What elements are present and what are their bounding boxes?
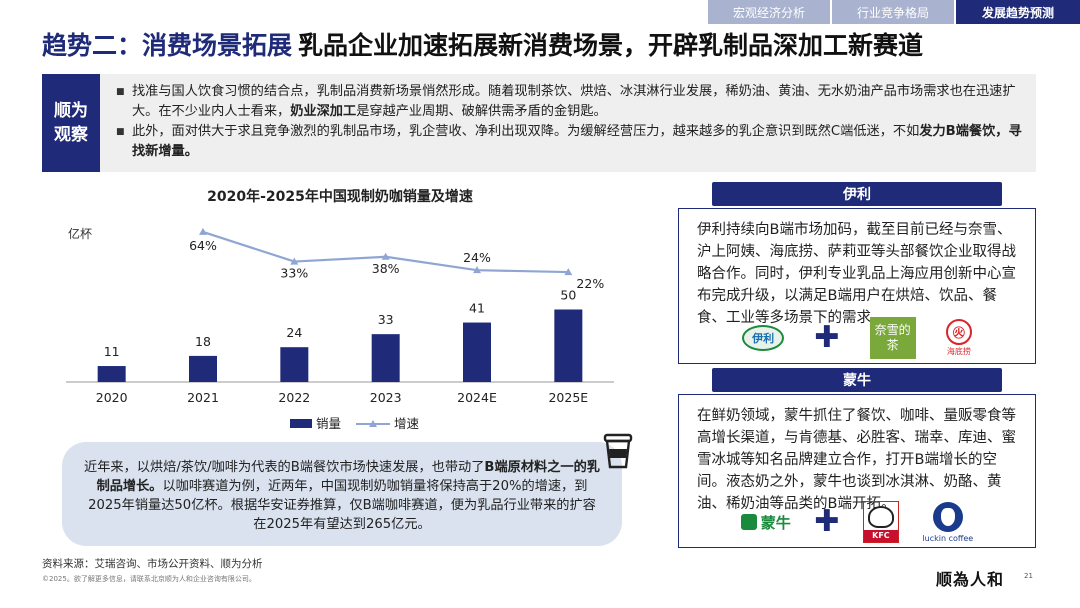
tab-industry-competition[interactable]: 行业竞争格局 bbox=[832, 0, 954, 24]
luckin-deer-icon bbox=[932, 501, 963, 532]
growth-label-2023: 38% bbox=[372, 261, 400, 276]
mengniu-card: 在鲜奶领域，蒙牛抓住了餐饮、咖啡、量贩零食等高增长渠道，与肯德基、必胜客、瑞幸、… bbox=[678, 394, 1036, 548]
chart-title: 2020年-2025年中国现制奶咖销量及增速 bbox=[207, 189, 473, 205]
kfc-name: KFC bbox=[863, 530, 898, 542]
haidilao-mark-icon: ㊋ bbox=[945, 319, 972, 345]
observation-box: 顺为观察 找准与国人饮食习惯的结合点，乳制品消费新场景悄然形成。随着现制茶饮、烘… bbox=[42, 74, 1036, 172]
mengniu-mark-icon bbox=[740, 514, 757, 530]
y-axis-label: 亿杯 bbox=[68, 226, 92, 241]
mengniu-partner-logos: 蒙牛 ✚ KFC luckin coffee bbox=[679, 501, 1035, 543]
legend-marker-growth bbox=[369, 420, 377, 427]
legend-swatch-sales bbox=[290, 419, 312, 428]
tab-development-trend[interactable]: 发展趋势预测 bbox=[956, 0, 1080, 24]
obs-p2-bold: 发力B端餐饮，寻找新增量。 bbox=[132, 124, 1022, 159]
luckin-logo: luckin coffee bbox=[922, 501, 974, 543]
growth-point-2022 bbox=[290, 257, 299, 265]
growth-point-2021 bbox=[199, 227, 207, 235]
growth-label-2025E: 22% bbox=[576, 276, 604, 291]
naixue-logo: 奈雪的茶 bbox=[869, 317, 916, 359]
title-rest: 乳品企业加速拓展新消费场景，开辟乳制品深加工新赛道 bbox=[298, 31, 924, 60]
x-tick-2021: 2021 bbox=[187, 390, 219, 405]
source-note: 资料来源：艾瑞咨询、市场公开资料、顺为分析 bbox=[42, 558, 263, 570]
haidilao-name: 海底捞 bbox=[946, 347, 971, 356]
bar-label-2025E: 50 bbox=[560, 288, 576, 303]
growth-point-2024E bbox=[473, 266, 481, 274]
bar-2022 bbox=[280, 347, 309, 382]
title-lead: 趋势二：消费场景拓展 bbox=[42, 31, 293, 60]
page-title: 趋势二：消费场景拓展 乳品企业加速拓展新消费场景，开辟乳制品深加工新赛道 bbox=[42, 26, 923, 62]
x-tick-2023: 2023 bbox=[370, 390, 402, 405]
yili-card-text: 伊利持续向B端市场加码，截至目前已经与奈雪、沪上阿姨、海底捞、萨莉亚等头部餐饮企… bbox=[697, 222, 1016, 326]
x-tick-2024E: 2024E bbox=[457, 390, 497, 405]
plus-icon: ✚ bbox=[814, 320, 840, 355]
growth-label-2021: 64% bbox=[189, 238, 217, 253]
callout-text-c: 以咖啡赛道为例，近两年，中国现制奶咖销量将保持高于20%的增速，到2025年销量… bbox=[88, 479, 596, 532]
observation-para-2: 此外，面对供大于求且竞争激烈的乳制品市场，乳企营收、净利出现双降。为缓解经营压力… bbox=[116, 122, 1028, 162]
callout-text-a: 近年来，以烘焙/茶饮/咖啡为代表的B端餐饮市场快速发展，也带动了 bbox=[84, 460, 485, 475]
haidilao-logo: ㊋ 海底捞 bbox=[945, 319, 972, 357]
bar-label-2024E: 41 bbox=[469, 301, 485, 316]
yili-card-header: 伊利 bbox=[712, 182, 1002, 206]
bar-label-2023: 33 bbox=[378, 312, 394, 327]
mengniu-logo: 蒙牛 bbox=[740, 512, 791, 533]
mengniu-card-header: 蒙牛 bbox=[712, 368, 1002, 392]
kfc-colonel-icon bbox=[867, 506, 894, 528]
observation-para-1: 找准与国人饮食习惯的结合点，乳制品消费新场景悄然形成。随着现制茶饮、烘焙、冰淇淋… bbox=[116, 82, 1028, 122]
callout-text-bold: B端原材料之一的乳制品增长。 bbox=[96, 460, 600, 494]
legend-label-growth: 增速 bbox=[394, 416, 420, 431]
obs-p2-text: 此外，面对供大于求且竞争激烈的乳制品市场，乳企营收、净利出现双降。为缓解经营压力… bbox=[132, 124, 920, 139]
x-tick-2020: 2020 bbox=[96, 390, 128, 405]
mengniu-name: 蒙牛 bbox=[760, 513, 791, 532]
bar-label-2022: 24 bbox=[286, 325, 302, 340]
kfc-logo: KFC bbox=[862, 501, 899, 543]
yili-partner-logos: 伊利 ✚ 奈雪的茶 ㊋ 海底捞 bbox=[679, 317, 1035, 359]
sales-growth-chart: 亿杯 11 2020 18 2021 24 2022 33 2023 41 2024E 50 2025E… bbox=[66, 226, 614, 431]
observation-body: 找准与国人饮食习惯的结合点，乳制品消费新场景悄然形成。随着现制茶饮、烘焙、冰淇淋… bbox=[116, 82, 1028, 162]
obs-p1-text-end: 是穿越产业周期、破解供需矛盾的金钥匙。 bbox=[356, 104, 607, 119]
brand-logo: 顺為人和 bbox=[936, 570, 1005, 589]
obs-p1-bold: 奶业深加工 bbox=[290, 104, 357, 119]
yili-card: 伊利持续向B端市场加码，截至目前已经与奈雪、沪上阿姨、海底捞、萨莉亚等头部餐饮企… bbox=[678, 208, 1036, 364]
bar-2024E bbox=[463, 322, 491, 382]
luckin-name: luckin coffee bbox=[922, 533, 974, 543]
legend-label-sales: 销量 bbox=[316, 416, 341, 431]
bar-label-2021: 18 bbox=[195, 334, 211, 349]
observation-label: 顺为观察 bbox=[42, 74, 100, 172]
bar-2023 bbox=[371, 334, 400, 382]
summary-callout: 近年来，以烘焙/茶饮/咖啡为代表的B端餐饮市场快速发展，也带动了B端原材料之一的… bbox=[62, 442, 622, 546]
bar-2025E bbox=[554, 309, 583, 382]
takeaway-cup-icon bbox=[603, 433, 633, 469]
growth-label-2022: 33% bbox=[280, 266, 308, 281]
bar-2020 bbox=[97, 366, 126, 382]
page-number: 21 bbox=[1024, 572, 1033, 580]
growth-label-2024E: 24% bbox=[463, 250, 491, 265]
copyright-note: ©2025。欲了解更多信息，请联系北京顺为人和企业咨询有限公司。 bbox=[42, 575, 256, 583]
obs-p1-text: 找准与国人饮食习惯的结合点，乳制品消费新场景悄然形成。随着现制茶饮、烘焙、冰淇淋… bbox=[132, 84, 1016, 119]
x-tick-2025E: 2025E bbox=[548, 390, 588, 405]
growth-point-2025E bbox=[564, 268, 573, 276]
top-nav-tabs: 宏观经济分析 行业竞争格局 发展趋势预测 bbox=[708, 0, 1080, 24]
mengniu-card-text: 在鲜奶领域，蒙牛抓住了餐饮、咖啡、量贩零食等高增长渠道，与肯德基、必胜客、瑞幸、… bbox=[697, 408, 1016, 512]
tab-macro-economy[interactable]: 宏观经济分析 bbox=[708, 0, 830, 24]
plus-icon: ✚ bbox=[814, 504, 840, 539]
bar-label-2020: 11 bbox=[104, 344, 120, 359]
yili-logo: 伊利 bbox=[742, 325, 785, 351]
x-tick-2022: 2022 bbox=[278, 390, 310, 405]
bar-2021 bbox=[189, 355, 217, 382]
growth-point-2023 bbox=[381, 252, 390, 260]
